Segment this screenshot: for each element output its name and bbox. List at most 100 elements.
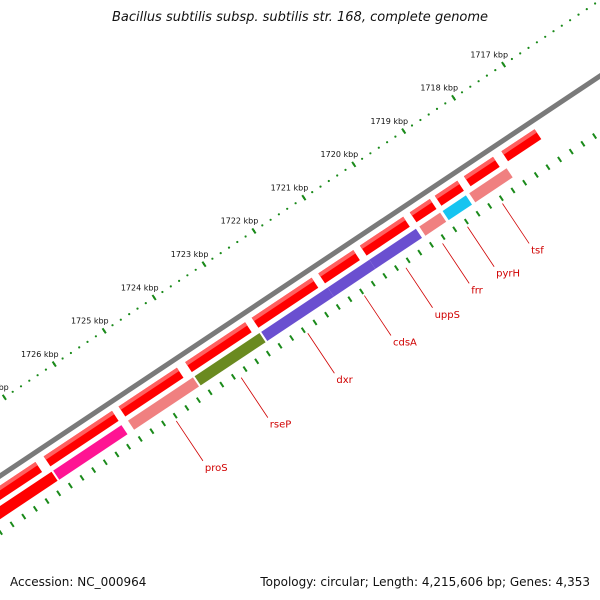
ruler-dot	[161, 290, 164, 294]
gene-label-rseP[interactable]: rseP	[270, 420, 292, 431]
gene-block-highlight[interactable]	[409, 199, 432, 216]
gene-block-outer[interactable]	[359, 216, 410, 256]
ruler-tick-label: 1727 kbp	[0, 383, 9, 392]
ruler-dot	[244, 235, 247, 238]
inner-tick	[510, 187, 516, 194]
gene-label-frr[interactable]: frr	[471, 285, 483, 296]
ruler-dot	[361, 157, 364, 160]
gene-block-highlight[interactable]	[318, 250, 356, 277]
ruler-dot	[577, 13, 580, 16]
inner-tick	[382, 272, 388, 279]
gene-block-inner[interactable]	[53, 425, 128, 480]
ruler-tick	[1, 394, 7, 401]
inner-tick	[417, 249, 423, 256]
ruler-dot	[444, 102, 447, 105]
ruler-dot	[427, 113, 430, 116]
gene-block-outer[interactable]	[251, 277, 319, 328]
gene-block-outer[interactable]	[118, 367, 184, 417]
inner-tick	[312, 319, 318, 326]
gene-block-inner[interactable]	[327, 259, 376, 297]
inner-tick	[289, 334, 295, 342]
inner-tick	[195, 397, 201, 404]
gene-label-uppS[interactable]: uppS	[435, 310, 460, 321]
ruler-dot	[410, 124, 414, 127]
gene-block-highlight[interactable]	[463, 156, 496, 180]
ruler-dot	[86, 340, 89, 343]
gene-block-highlight[interactable]	[251, 277, 314, 322]
ruler-dot	[394, 135, 397, 138]
ruler-dot	[327, 179, 330, 183]
ruler-tick-label: 1718 kbp	[420, 84, 458, 93]
inner-tick	[568, 148, 574, 155]
ruler-tick-label: 1723 kbp	[171, 250, 209, 259]
ruler-dot	[560, 24, 563, 27]
gene-block-inner[interactable]	[369, 228, 422, 269]
gene-label-tsf[interactable]: tsf	[531, 245, 544, 256]
ruler-dot	[336, 174, 339, 177]
ruler-dot	[186, 274, 189, 277]
ruler-tick-label: 1725 kbp	[71, 317, 109, 326]
ruler-dot	[44, 368, 48, 371]
ruler-dot	[386, 141, 389, 144]
gene-block-inner[interactable]	[419, 212, 447, 236]
inner-tick	[219, 381, 225, 388]
gene-block-inner[interactable]	[194, 333, 266, 386]
gene-block-inner[interactable]	[442, 195, 472, 221]
inner-tick	[475, 210, 481, 217]
gene-block-outer[interactable]	[463, 156, 500, 187]
gene-block-highlight[interactable]	[434, 180, 460, 199]
gene-block-inner[interactable]	[128, 377, 199, 430]
gene-label-pyrH[interactable]: pyrH	[496, 269, 520, 280]
genome-title: Bacillus subtilis subsp. subtilis str. 1…	[111, 10, 489, 25]
ruler-tick	[401, 128, 407, 135]
inner-tick	[91, 466, 97, 474]
gene-block-inner[interactable]	[0, 471, 58, 547]
gene-block-outer[interactable]	[185, 322, 252, 373]
inner-tick	[56, 490, 62, 497]
gene-block-inner[interactable]	[261, 287, 334, 342]
ruler-tick	[451, 94, 457, 101]
gene-block-highlight[interactable]	[0, 462, 38, 526]
ruler-dot	[144, 302, 147, 305]
gene-leader-line	[175, 420, 204, 462]
gene-track-outer	[0, 129, 542, 533]
gene-block-outer[interactable]	[434, 180, 464, 206]
inner-tick	[254, 358, 260, 365]
ruler-dot	[236, 240, 239, 244]
inner-tick	[394, 265, 400, 272]
ruler-dot	[419, 118, 422, 122]
ruler-tick	[201, 261, 207, 268]
ruler-dot	[527, 46, 530, 50]
gene-block-outer[interactable]	[318, 250, 360, 284]
inner-tick	[137, 435, 143, 443]
inner-tick-track	[0, 133, 598, 536]
gene-block-outer[interactable]	[409, 199, 437, 223]
ruler-dot	[94, 335, 97, 338]
ruler-tick	[501, 61, 507, 68]
ruler-dot	[111, 324, 114, 327]
gene-block-highlight[interactable]	[501, 129, 537, 155]
gene-block-outer[interactable]	[0, 462, 43, 533]
gene-block-highlight[interactable]	[118, 367, 180, 410]
gene-labels: tsf pyrH frr uppS cdsA dxr rseP proS	[175, 203, 544, 474]
ruler-dot	[11, 390, 14, 393]
gene-label-proS[interactable]: proS	[205, 463, 228, 474]
gene-block-outer[interactable]	[501, 129, 542, 162]
gene-block-inner[interactable]	[469, 168, 513, 203]
ruler-dot	[594, 2, 597, 5]
gene-block-highlight[interactable]	[359, 216, 406, 249]
ruler-dot	[477, 80, 480, 83]
inner-tick	[300, 327, 306, 334]
gene-label-cdsA[interactable]: cdsA	[393, 338, 417, 349]
inner-tick	[102, 459, 108, 466]
inner-tick	[149, 428, 155, 435]
gene-block-highlight[interactable]	[43, 410, 115, 460]
inner-tick	[557, 156, 563, 163]
gene-block-highlight[interactable]	[185, 322, 248, 366]
inner-tick	[67, 482, 73, 489]
inner-tick	[452, 226, 458, 233]
ruler-dot	[377, 146, 380, 149]
inner-tick	[347, 296, 353, 303]
gene-block-outer[interactable]	[43, 410, 119, 467]
gene-label-dxr[interactable]: dxr	[336, 375, 353, 386]
